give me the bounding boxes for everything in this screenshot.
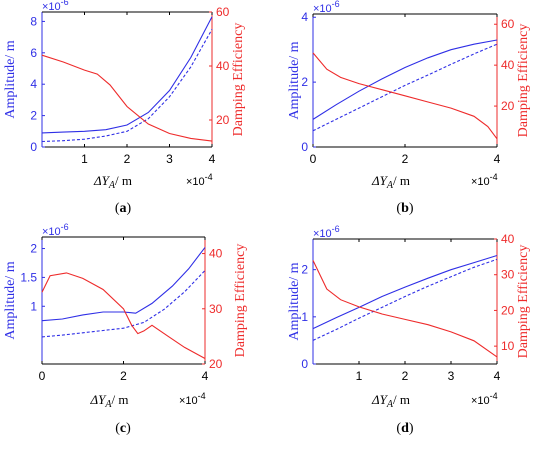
- left-axis-label: Amplitude/ m: [287, 262, 302, 340]
- left-tick-label: 1.5: [20, 270, 37, 284]
- right-axis-label: Damping Efficiency: [231, 23, 246, 137]
- x-tick-label: 2: [124, 152, 131, 166]
- amplitude-solid-line: [312, 39, 498, 120]
- left-tick-label: 2: [30, 109, 37, 123]
- right-tick-label: 40: [501, 58, 515, 72]
- right-tick-label: 60: [501, 17, 515, 31]
- x-exponent: ×10-4: [179, 391, 206, 407]
- left-exponent: ×10-6: [313, 224, 340, 240]
- x-exponent: ×10-4: [471, 172, 498, 188]
- x-tick-label: 2: [402, 152, 409, 166]
- chart-panel-3: 0 2 4 1 1.5 2 20 30 40 ×10-6 ×10-4 ΔYA/ m Amplitude/…: [3, 222, 248, 436]
- left-tick-label: 2: [30, 242, 37, 256]
- x-tick-label: 4: [202, 369, 209, 383]
- left-tick-label: 4: [301, 10, 308, 24]
- left-tick-label: 8: [30, 14, 37, 28]
- x-tick-label: 3: [166, 152, 173, 166]
- panel-caption: (a): [115, 201, 132, 216]
- amplitude-solid-line: [312, 254, 498, 330]
- left-exponent: ×10-6: [42, 0, 69, 13]
- amplitude-dashed-line: [312, 43, 498, 132]
- amplitude-solid-line: [41, 16, 213, 134]
- x-exponent: ×10-4: [471, 391, 498, 407]
- amplitude-dashed-line: [312, 258, 498, 341]
- left-tick-label: 0: [301, 140, 308, 154]
- left-axis-label: Amplitude/ m: [3, 261, 18, 339]
- damping-solid-line: [41, 272, 206, 359]
- left-tick-label: 1: [301, 310, 308, 324]
- right-tick-label: 20: [501, 303, 515, 317]
- right-tick-label: 40: [216, 59, 230, 73]
- amplitude-dashed-line: [41, 270, 206, 338]
- damping-solid-line: [41, 54, 213, 142]
- right-tick-label: 30: [501, 268, 515, 282]
- x-exponent: ×10-4: [186, 172, 213, 188]
- amplitude-dashed-line: [41, 29, 213, 143]
- left-tick-label: 1: [30, 299, 37, 313]
- x-tick-label: 4: [494, 152, 501, 166]
- x-tick-label: 3: [448, 369, 455, 383]
- left-tick-label: 4: [30, 77, 37, 91]
- x-tick-label: 0: [39, 369, 46, 383]
- x-axis-label: ΔYA/ m: [93, 173, 132, 191]
- left-tick-label: 0: [30, 140, 37, 154]
- right-axis-label: Damping Efficiency: [516, 24, 531, 138]
- left-axis-label: Amplitude/ m: [287, 41, 302, 119]
- x-axis-label: ΔYA/ m: [371, 392, 410, 410]
- x-tick-label: 2: [402, 369, 409, 383]
- damping-solid-line: [312, 52, 498, 140]
- right-tick-label: 20: [216, 113, 230, 127]
- x-tick-label: 1: [81, 152, 88, 166]
- right-tick-label: 20: [209, 357, 223, 371]
- x-tick-label: 0: [310, 152, 317, 166]
- x-axis-label: ΔYA/ m: [371, 173, 410, 191]
- panel-caption: (d): [396, 421, 413, 436]
- right-tick-label: 40: [209, 247, 223, 261]
- x-axis-label: ΔYA/ m: [90, 392, 129, 410]
- right-tick-label: 20: [501, 99, 515, 113]
- left-exponent: ×10-6: [313, 0, 340, 15]
- left-exponent: ×10-6: [42, 222, 69, 238]
- left-tick-label: 6: [30, 46, 37, 60]
- right-axis-label: Damping Efficiency: [233, 244, 248, 358]
- x-tick-label: 1: [356, 369, 363, 383]
- amplitude-solid-line: [41, 247, 206, 322]
- left-tick-label: 0: [301, 357, 308, 371]
- right-tick-label: 30: [209, 302, 223, 316]
- damping-solid-line: [312, 260, 498, 358]
- panel-caption: (b): [396, 201, 413, 216]
- panel-caption: (c): [115, 421, 131, 436]
- left-tick-label: 2: [301, 263, 308, 277]
- left-tick-label: 2: [301, 75, 308, 89]
- left-axis-label: Amplitude/ m: [3, 40, 18, 118]
- x-tick-label: 4: [494, 369, 501, 383]
- x-tick-label: 4: [209, 152, 216, 166]
- right-tick-label: 60: [216, 5, 230, 19]
- right-tick-label: 40: [501, 232, 515, 246]
- x-tick-label: 2: [120, 369, 127, 383]
- right-tick-label: 10: [501, 339, 515, 353]
- right-axis-label: Damping Efficiency: [516, 245, 531, 359]
